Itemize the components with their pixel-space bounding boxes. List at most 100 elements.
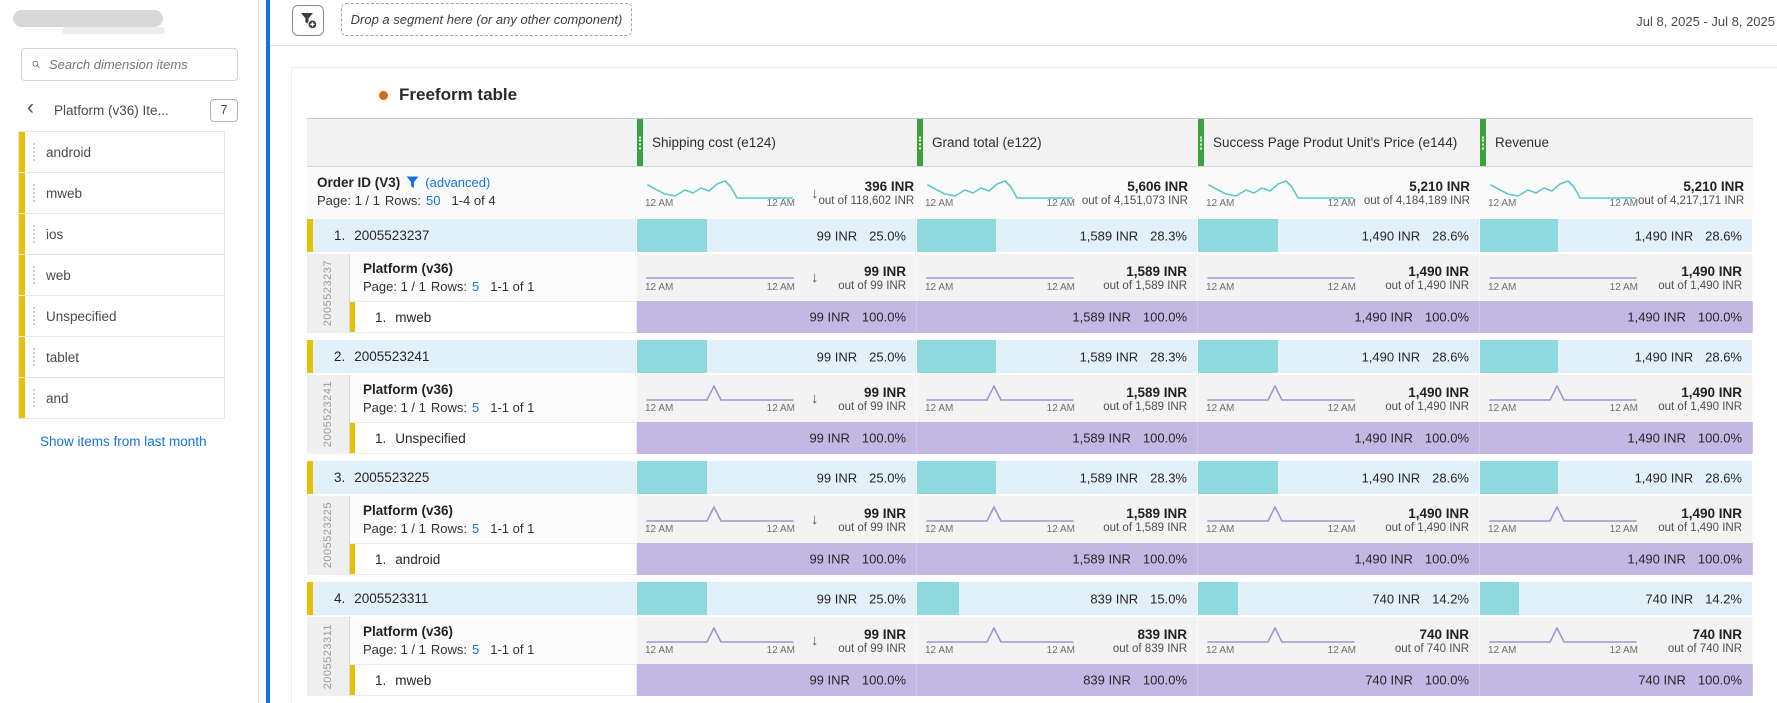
breakdown-metric-cell[interactable]: 1,490 INR 100.0% — [1480, 543, 1753, 575]
metric-cell[interactable]: 1,490 INR 28.6% — [1480, 219, 1753, 252]
dimension-item[interactable]: mweb — [18, 173, 225, 214]
metric-summary-cell[interactable]: 12 AM 12 AM 839 INR out of 839 INR — [917, 617, 1198, 664]
breakdown-metric-cell[interactable]: 99 INR 100.0% — [637, 664, 917, 696]
breakdown-dimension-name[interactable]: Platform (v36) — [363, 382, 454, 397]
metric-summary-cell[interactable]: 12 AM 12 AM 1,490 INR out of 1,490 INR — [1480, 496, 1753, 543]
dimension-item[interactable]: android — [18, 132, 225, 173]
breakdown-row[interactable]: 1. android 99 INR 100.0% 1,589 INR 100.0… — [350, 543, 1753, 575]
metric-summary-cell[interactable]: 12 AM 12 AM 740 INR out of 740 INR — [1198, 617, 1480, 664]
dimension-item[interactable]: and — [18, 378, 225, 419]
metric-cell[interactable]: 1,490 INR 28.6% — [1480, 340, 1753, 373]
metric-summary-cell[interactable]: 12 AM 12 AM 1,490 INR out of 1,490 INR — [1198, 496, 1480, 543]
metric-cell[interactable]: 1,490 INR 28.6% — [1198, 340, 1480, 373]
add-filter-button[interactable] — [292, 5, 324, 36]
breakdown-metric-cell[interactable]: 1,490 INR 100.0% — [1480, 301, 1753, 333]
breakdown-metric-cell[interactable]: 1,490 INR 100.0% — [1198, 422, 1480, 454]
dimension-name[interactable]: Order ID (V3) — [317, 175, 401, 190]
panel-title[interactable]: Freeform table — [399, 85, 518, 104]
metric-summary-cell[interactable]: 12 AM 12 AM 5,210 INR out of 4,184,189 I… — [1198, 167, 1480, 219]
dimension-item[interactable]: Unspecified — [18, 296, 225, 337]
metric-summary-cell[interactable]: 12 AM 12 AM 1,490 INR out of 1,490 INR — [1480, 375, 1753, 422]
metric-summary-cell[interactable]: 12 AM 12 AM 1,589 INR out of 1,589 INR — [917, 254, 1198, 301]
metric-cell[interactable]: 99 INR 25.0% — [637, 219, 917, 252]
breakdown-dimension-name[interactable]: Platform (v36) — [363, 624, 454, 639]
metric-cell[interactable]: 1,490 INR 28.6% — [1198, 219, 1480, 252]
breakdown-label-cell[interactable]: 1. mweb — [350, 301, 637, 333]
sort-descending-icon[interactable]: ↓ — [811, 632, 819, 649]
metric-summary-cell[interactable]: 12 AM 12 AM 740 INR out of 740 INR — [1480, 617, 1753, 664]
breakdown-metric-cell[interactable]: 839 INR 100.0% — [917, 664, 1198, 696]
metric-cell[interactable]: 1,490 INR 28.6% — [1198, 461, 1480, 494]
metric-summary-cell[interactable]: 12 AM 12 AM 1,589 INR out of 1,589 INR — [917, 375, 1198, 422]
column-header[interactable]: Success Page Produt Unit's Price (e144) — [1198, 119, 1480, 166]
column-header[interactable]: Shipping cost (e124) — [637, 119, 917, 166]
sort-descending-icon[interactable]: ↓ — [811, 390, 819, 407]
row-label-cell[interactable]: 4. 2005523311 — [307, 582, 637, 615]
table-row[interactable]: 3. 2005523225 99 INR 25.0% 1,589 INR 28.… — [307, 461, 1753, 494]
metric-cell[interactable]: 99 INR 25.0% — [637, 340, 917, 373]
dimension-item[interactable]: web — [18, 255, 225, 296]
metric-summary-cell[interactable]: 12 AM 12 AM ↓ 99 INR out of 99 INR — [637, 254, 917, 301]
rows-per-page[interactable]: 5 — [472, 521, 480, 536]
metric-summary-cell[interactable]: 12 AM 12 AM 1,490 INR out of 1,490 INR — [1480, 254, 1753, 301]
breakdown-dimension-name[interactable]: Platform (v36) — [363, 261, 454, 276]
table-row[interactable]: 4. 2005523311 99 INR 25.0% 839 INR 15.0%… — [307, 582, 1753, 615]
metric-cell[interactable]: 1,589 INR 28.3% — [917, 219, 1198, 252]
breakdown-metric-cell[interactable]: 740 INR 100.0% — [1198, 664, 1480, 696]
sort-descending-icon[interactable]: ↓ — [811, 269, 819, 286]
metric-cell[interactable]: 99 INR 25.0% — [637, 461, 917, 494]
rows-per-page[interactable]: 5 — [472, 400, 480, 415]
metric-cell[interactable]: 839 INR 15.0% — [917, 582, 1198, 615]
breakdown-dimension-name[interactable]: Platform (v36) — [363, 503, 454, 518]
metric-summary-cell[interactable]: 12 AM 12 AM 1,490 INR out of 1,490 INR — [1198, 254, 1480, 301]
metric-cell[interactable]: 1,589 INR 28.3% — [917, 340, 1198, 373]
breakdown-metric-cell[interactable]: 1,490 INR 100.0% — [1198, 543, 1480, 575]
dimension-item[interactable]: ios — [18, 214, 225, 255]
table-row[interactable]: 1. 2005523237 99 INR 25.0% 1,589 INR 28.… — [307, 219, 1753, 252]
rows-per-page[interactable]: 50 — [426, 193, 441, 208]
metric-summary-cell[interactable]: 12 AM 12 AM 5,210 INR out of 4,217,171 I… — [1480, 167, 1753, 219]
sort-descending-icon[interactable]: ↓ — [811, 184, 819, 202]
sort-descending-icon[interactable]: ↓ — [811, 511, 819, 528]
column-header[interactable]: Revenue — [1480, 119, 1753, 166]
metric-summary-cell[interactable]: 12 AM 12 AM 1,589 INR out of 1,589 INR — [917, 496, 1198, 543]
rows-per-page[interactable]: 5 — [472, 642, 480, 657]
back-chevron-icon[interactable]: ‹ — [27, 96, 34, 119]
dimension-item[interactable]: tablet — [18, 337, 225, 378]
show-items-link[interactable]: Show items from last month — [40, 434, 207, 449]
metric-summary-cell[interactable]: 12 AM 12 AM ↓ 99 INR out of 99 INR — [637, 617, 917, 664]
filter-funnel-icon[interactable] — [406, 176, 419, 189]
breakdown-metric-cell[interactable]: 99 INR 100.0% — [637, 543, 917, 575]
breakdown-metric-cell[interactable]: 1,490 INR 100.0% — [1198, 301, 1480, 333]
table-row[interactable]: 2. 2005523241 99 INR 25.0% 1,589 INR 28.… — [307, 340, 1753, 373]
metric-cell[interactable]: 1,490 INR 28.6% — [1480, 461, 1753, 494]
metric-summary-cell[interactable]: 12 AM 12 AM 1,490 INR out of 1,490 INR — [1198, 375, 1480, 422]
breakdown-label-cell[interactable]: 1. Unspecified — [350, 422, 637, 454]
metric-summary-cell[interactable]: 12 AM 12 AM ↓ 396 INR out of 118,602 INR — [637, 167, 917, 219]
breakdown-label-cell[interactable]: 1. android — [350, 543, 637, 575]
search-input[interactable] — [49, 57, 227, 72]
breakdown-metric-cell[interactable]: 740 INR 100.0% — [1480, 664, 1753, 696]
advanced-link[interactable]: (advanced) — [425, 175, 491, 190]
breakdown-metric-cell[interactable]: 1,589 INR 100.0% — [917, 422, 1198, 454]
row-label-cell[interactable]: 1. 2005523237 — [307, 219, 637, 252]
breakdown-metric-cell[interactable]: 99 INR 100.0% — [637, 301, 917, 333]
metric-summary-cell[interactable]: 12 AM 12 AM ↓ 99 INR out of 99 INR — [637, 375, 917, 422]
metric-cell[interactable]: 740 INR 14.2% — [1480, 582, 1753, 615]
rows-per-page[interactable]: 5 — [472, 279, 480, 294]
segment-drop-zone[interactable]: Drop a segment here (or any other compon… — [341, 3, 632, 36]
date-range[interactable]: Jul 8, 2025 - Jul 8, 2025 — [1636, 14, 1775, 29]
metric-summary-cell[interactable]: 12 AM 12 AM 5,606 INR out of 4,151,073 I… — [917, 167, 1198, 219]
metric-cell[interactable]: 1,589 INR 28.3% — [917, 461, 1198, 494]
metric-cell[interactable]: 740 INR 14.2% — [1198, 582, 1480, 615]
breakdown-metric-cell[interactable]: 99 INR 100.0% — [637, 422, 917, 454]
metric-cell[interactable]: 99 INR 25.0% — [637, 582, 917, 615]
breakdown-row[interactable]: 1. mweb 99 INR 100.0% 1,589 INR 100.0% 1… — [350, 301, 1753, 333]
breakdown-metric-cell[interactable]: 1,589 INR 100.0% — [917, 543, 1198, 575]
breakdown-row[interactable]: 1. mweb 99 INR 100.0% 839 INR 100.0% 740… — [350, 664, 1753, 696]
breakdown-metric-cell[interactable]: 1,589 INR 100.0% — [917, 301, 1198, 333]
column-header[interactable]: Grand total (e122) — [917, 119, 1198, 166]
breakdown-row[interactable]: 1. Unspecified 99 INR 100.0% 1,589 INR 1… — [350, 422, 1753, 454]
metric-summary-cell[interactable]: 12 AM 12 AM ↓ 99 INR out of 99 INR — [637, 496, 917, 543]
row-label-cell[interactable]: 2. 2005523241 — [307, 340, 637, 373]
